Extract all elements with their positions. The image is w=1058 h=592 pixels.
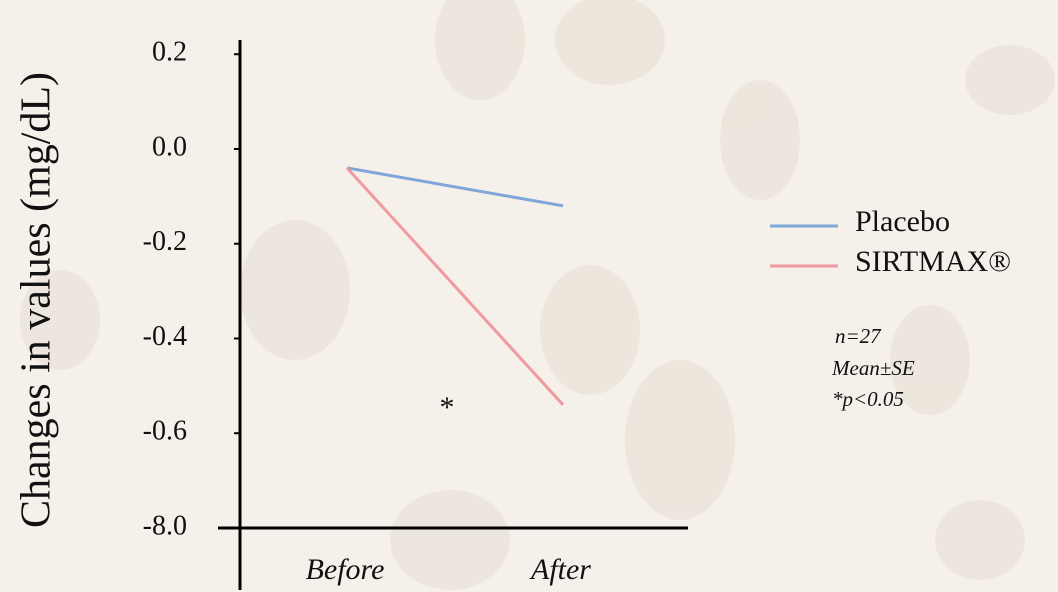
annotation: Mean±SE (831, 356, 915, 380)
y-axis-label: Changes in values (mg/dL) (14, 72, 60, 528)
y-tick-label: -0.2 (143, 226, 187, 257)
y-tick-label: -0.4 (143, 321, 187, 352)
line-series (345, 166, 565, 406)
annotation: n=27 (835, 324, 882, 348)
annotation: *p<0.05 (832, 387, 904, 411)
annotation: * (440, 391, 455, 424)
y-tick-label: -0.6 (143, 416, 187, 447)
background-decoration (20, 0, 1055, 590)
x-tick-label: Before (306, 553, 385, 586)
x-tick-label: After (529, 553, 591, 586)
legend-label: Placebo (855, 205, 950, 238)
y-tick-label: -8.0 (143, 510, 187, 541)
y-tick-label: 0.0 (152, 131, 187, 162)
legend-label: SIRTMAX® (855, 245, 1011, 278)
y-tick-label: 0.2 (152, 37, 187, 68)
line-series (346, 166, 564, 208)
